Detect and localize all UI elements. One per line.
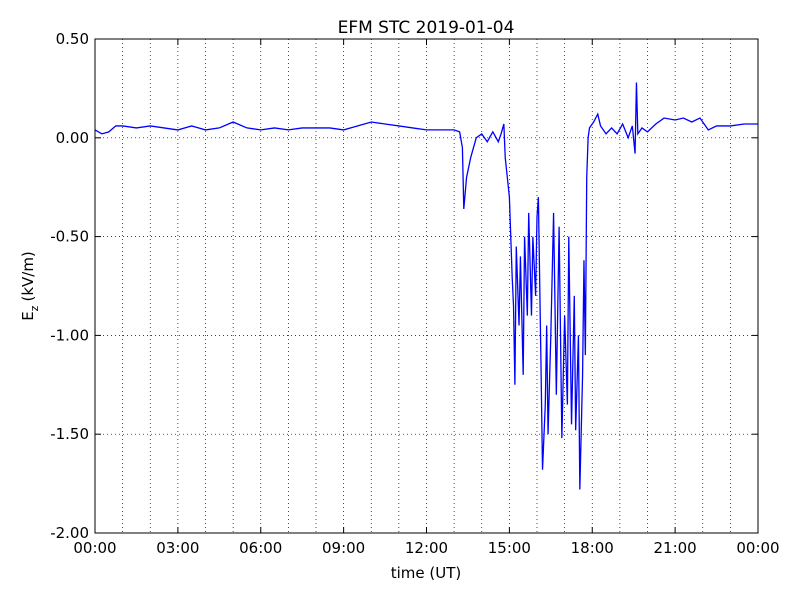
chart-title: EFM STC 2019-01-04 (338, 18, 515, 38)
y-label-unit: (kV/m) (19, 251, 37, 301)
plot-frame (94, 38, 759, 534)
y-tick-label: -1.50 (50, 425, 89, 443)
x-tick-label: 21:00 (654, 539, 697, 557)
data-line (94, 82, 758, 490)
x-axis-label: time (UT) (391, 564, 462, 582)
y-label-sub: z (28, 305, 41, 311)
x-tick-label: 06:00 (239, 539, 282, 557)
y-tick-label: 0.00 (56, 129, 89, 147)
x-tick-label: 00:00 (736, 539, 779, 557)
y-tick-label: -0.50 (50, 228, 89, 246)
y-axis-label: Ez (kV/m) (19, 251, 41, 321)
x-tick-label: 18:00 (571, 539, 614, 557)
y-tick-label: -1.00 (50, 326, 89, 344)
y-label-base: E (19, 311, 37, 320)
x-tick-label: 03:00 (156, 539, 199, 557)
y-tick-label: -2.00 (50, 524, 89, 542)
x-tick-label: 12:00 (405, 539, 448, 557)
x-tick-label: 00:00 (73, 539, 116, 557)
y-tick-label: 0.50 (56, 30, 89, 48)
x-tick-label: 09:00 (322, 539, 365, 557)
x-tick-label: 15:00 (488, 539, 531, 557)
